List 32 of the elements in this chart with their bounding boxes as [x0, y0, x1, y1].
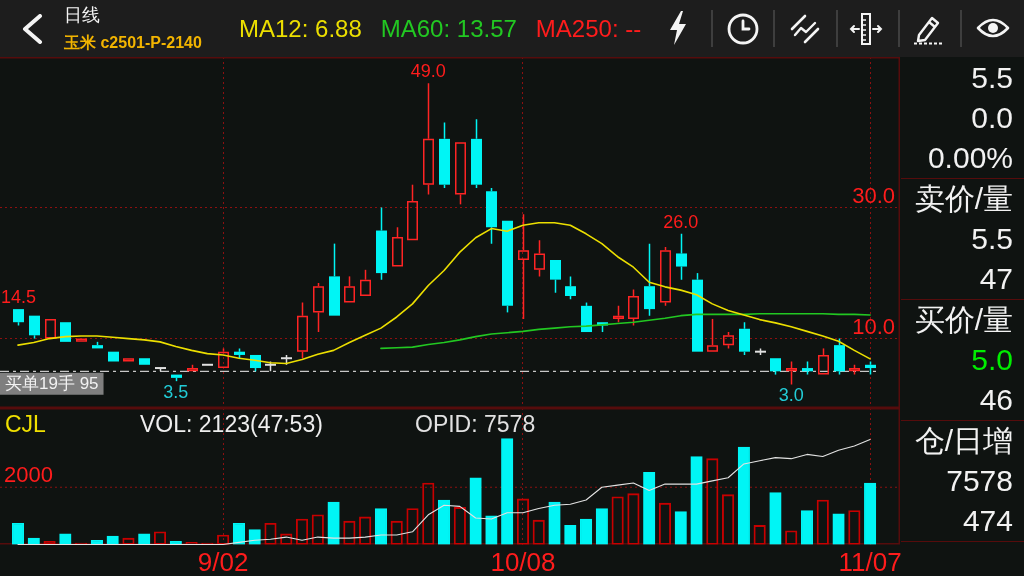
text: 5.0	[971, 343, 1013, 376]
text: 5.5	[971, 61, 1013, 94]
text: MA60: 13.57	[380, 14, 517, 43]
text: OPID: 7578	[415, 410, 536, 438]
annotation: 3.0	[778, 385, 804, 406]
text: 474	[962, 504, 1013, 537]
text: 7578	[946, 464, 1013, 497]
text: 卖价/量	[914, 182, 1013, 215]
text: 47	[979, 262, 1013, 295]
chart-subtitle: VOL: 2123(47:53)	[140, 411, 323, 437]
annotation: 14.5	[1, 287, 37, 308]
y-tick-label: 30.0	[852, 182, 895, 208]
annotation: 49.0	[410, 61, 446, 82]
y-tick-label: 10.0	[852, 313, 895, 339]
x-tick-label: 9/02	[197, 547, 249, 576]
annotation: 3.5	[163, 382, 189, 403]
chart-title: CJL	[5, 411, 46, 437]
text: MA12: 6.88	[239, 14, 362, 43]
annotation: 26.0	[663, 211, 699, 232]
chart-title: 日线	[64, 5, 100, 25]
x-tick-label: 10/08	[490, 547, 556, 576]
chart-subtitle: 玉米 c2501-P-2140	[64, 34, 202, 51]
ref-line-label: 买单19手 95	[5, 373, 99, 393]
annotation: 2000	[4, 462, 53, 488]
text: 5.5	[971, 222, 1013, 255]
x-tick-label: 11/07	[838, 547, 902, 576]
text: 仓/日增	[914, 424, 1013, 457]
text: 0.00%	[927, 141, 1013, 174]
text: 46	[979, 383, 1013, 416]
text: MA250: --	[535, 14, 642, 43]
text: 0.0	[971, 101, 1013, 134]
text: 买价/量	[914, 303, 1013, 336]
